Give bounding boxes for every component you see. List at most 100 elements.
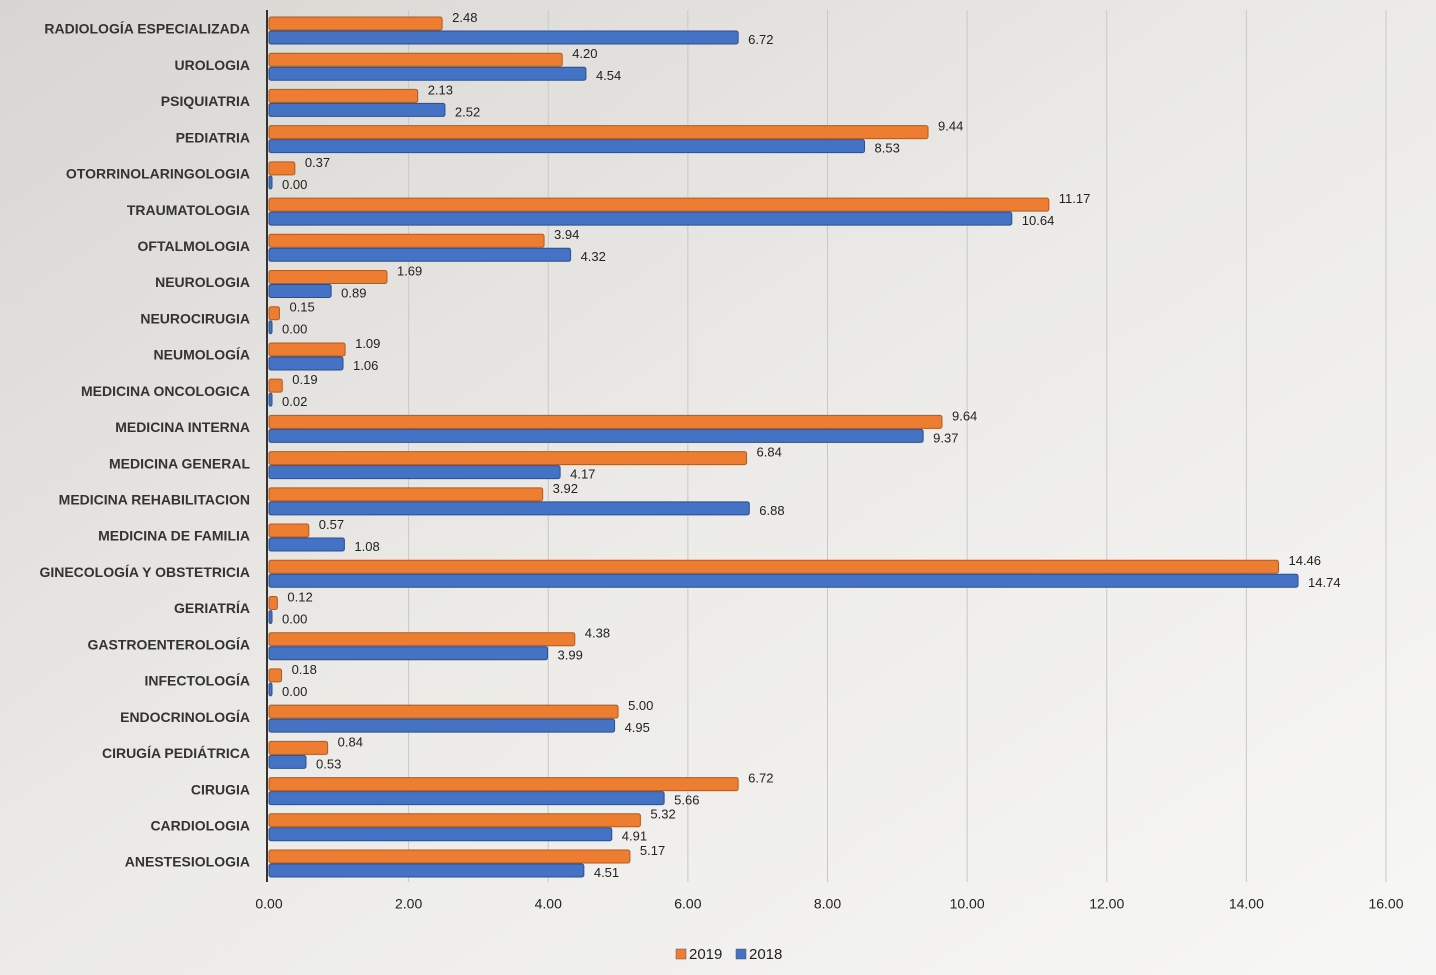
- x-tick-label: 2.00: [395, 896, 422, 912]
- value-label: 0.00: [282, 684, 307, 699]
- bar: [269, 560, 1278, 573]
- value-label: 5.66: [674, 793, 699, 808]
- bar: [269, 647, 548, 660]
- category-label: MEDICINA REHABILITACION: [59, 492, 250, 508]
- value-label: 1.69: [397, 263, 422, 278]
- bar: [269, 271, 387, 284]
- category-label: NEUROCIRUGIA: [140, 310, 250, 326]
- category-label: RADIOLOGÍA ESPECIALIZADA: [44, 21, 250, 37]
- value-label: 0.18: [292, 662, 317, 677]
- bar: [269, 850, 630, 863]
- value-label: 14.46: [1288, 553, 1321, 568]
- category-label: OFTALMOLOGIA: [138, 238, 251, 254]
- value-label: 4.51: [594, 865, 619, 880]
- value-label: 8.53: [875, 141, 900, 156]
- x-tick-label: 12.00: [1089, 896, 1124, 912]
- x-tick-label: 0.00: [255, 896, 282, 912]
- value-label: 14.74: [1308, 575, 1341, 590]
- category-label: CIRUGÍA PEDIÁTRICA: [102, 745, 250, 761]
- value-label: 0.00: [282, 611, 307, 626]
- category-label: NEUROLOGIA: [155, 274, 250, 290]
- category-label: UROLOGIA: [175, 57, 250, 73]
- category-label: PSIQUIATRIA: [161, 93, 250, 109]
- category-label: CIRUGIA: [191, 781, 250, 797]
- x-tick-label: 8.00: [814, 896, 841, 912]
- bar: [269, 429, 923, 442]
- value-label: 4.38: [585, 626, 610, 641]
- value-label: 4.95: [625, 720, 650, 735]
- value-label: 10.64: [1022, 213, 1055, 228]
- category-label: TRAUMATOLOGIA: [127, 202, 250, 218]
- value-label: 4.20: [572, 46, 597, 61]
- value-label: 0.00: [282, 322, 307, 337]
- bar: [269, 103, 445, 116]
- value-label: 0.12: [287, 589, 312, 604]
- category-label: OTORRINOLARINGOLOGIA: [66, 166, 250, 182]
- bar: [269, 466, 560, 479]
- bar: [269, 705, 618, 718]
- bar: [269, 755, 306, 768]
- chart: 2.486.724.204.542.132.529.448.530.370.00…: [0, 0, 1436, 975]
- bar: [269, 778, 738, 791]
- bar: [269, 234, 544, 247]
- value-label: 0.37: [305, 155, 330, 170]
- category-label: NEUMOLOGÍA: [154, 347, 250, 363]
- value-label: 1.08: [354, 539, 379, 554]
- bar: [269, 502, 749, 515]
- category-label: GASTROENTEROLOGÍA: [87, 636, 250, 652]
- value-label: 4.54: [596, 68, 621, 83]
- bar: [269, 379, 282, 392]
- value-label: 2.48: [452, 10, 477, 25]
- value-label: 0.02: [282, 394, 307, 409]
- bar: [269, 828, 612, 841]
- value-label: 2.13: [428, 82, 453, 97]
- category-label: CARDIOLOGIA: [150, 817, 250, 833]
- value-label: 9.37: [933, 430, 958, 445]
- bar: [269, 31, 738, 44]
- bar: [269, 357, 343, 370]
- bar: [269, 610, 272, 623]
- category-label: INFECTOLOGÍA: [144, 673, 250, 689]
- value-label: 6.84: [757, 445, 782, 460]
- x-tick-label: 6.00: [674, 896, 701, 912]
- value-label: 9.44: [938, 119, 963, 134]
- value-label: 1.06: [353, 358, 378, 373]
- bar: [269, 162, 295, 175]
- value-label: 0.57: [319, 517, 344, 532]
- category-label: GERIATRÍA: [174, 600, 250, 616]
- legend-swatch: [736, 949, 746, 959]
- bar: [269, 198, 1049, 211]
- value-label: 0.19: [292, 372, 317, 387]
- x-tick-label: 10.00: [950, 896, 985, 912]
- bar: [269, 538, 344, 551]
- bar: [269, 741, 328, 754]
- category-label: MEDICINA ONCOLOGICA: [81, 383, 250, 399]
- legend-label: 2019: [689, 946, 722, 963]
- bar: [269, 719, 615, 732]
- category-label: ANESTESIOLOGIA: [125, 854, 250, 870]
- bar: [269, 53, 562, 66]
- bar: [269, 633, 575, 646]
- bar: [269, 285, 331, 298]
- value-label: 3.99: [558, 648, 583, 663]
- bar: [269, 792, 664, 805]
- bar: [269, 89, 418, 102]
- bar: [269, 596, 277, 609]
- bar: [269, 307, 279, 320]
- bar: [269, 343, 345, 356]
- bar: [269, 669, 282, 682]
- value-label: 5.32: [650, 807, 675, 822]
- value-label: 0.15: [289, 300, 314, 315]
- bar: [269, 140, 865, 153]
- x-tick-label: 4.00: [535, 896, 562, 912]
- value-label: 6.72: [748, 771, 773, 786]
- x-tick-label: 16.00: [1368, 896, 1403, 912]
- value-label: 6.72: [748, 32, 773, 47]
- bar: [269, 248, 571, 261]
- bar: [269, 683, 272, 696]
- value-label: 1.09: [355, 336, 380, 351]
- value-label: 9.64: [952, 408, 977, 423]
- legend-label: 2018: [749, 946, 782, 963]
- value-label: 4.17: [570, 467, 595, 482]
- bar: [269, 67, 586, 80]
